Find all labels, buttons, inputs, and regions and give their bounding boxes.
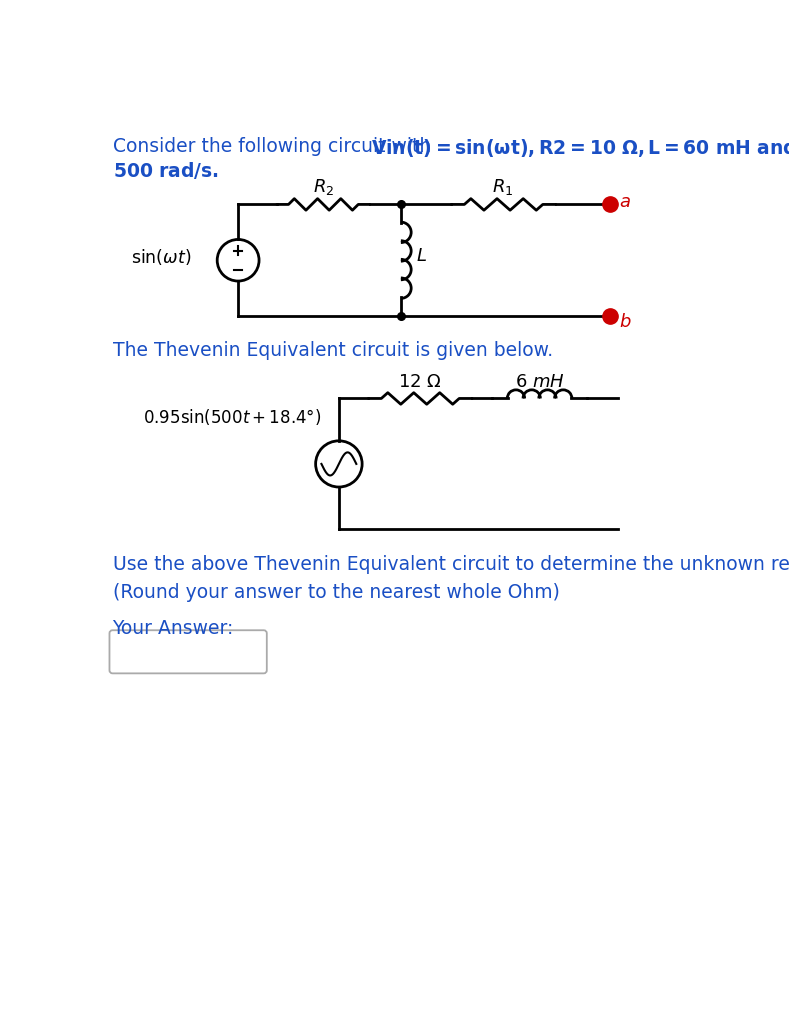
- Text: $R_1$: $R_1$: [492, 177, 514, 196]
- Text: Your Answer:: Your Answer:: [113, 618, 234, 638]
- Text: $\sin(\omega t)$: $\sin(\omega t)$: [131, 247, 192, 267]
- Text: The Thevenin Equivalent circuit is given below.: The Thevenin Equivalent circuit is given…: [113, 342, 553, 360]
- Text: $6\ mH$: $6\ mH$: [514, 373, 565, 391]
- Text: Use the above Thevenin Equivalent circuit to determine the unknown resistance R1: Use the above Thevenin Equivalent circui…: [113, 555, 789, 602]
- Text: $0.95\sin(500t + 18.4°)$: $0.95\sin(500t + 18.4°)$: [144, 407, 322, 427]
- Text: $b$: $b$: [619, 313, 632, 332]
- Text: $R_2$: $R_2$: [312, 177, 334, 196]
- Text: $\mathbf{Vin(t) = sin(\omega t), R2 = 10\ \Omega, L = 60\ mH\ and\ \omega\ =}$: $\mathbf{Vin(t) = sin(\omega t), R2 = 10…: [372, 136, 789, 159]
- Text: $L$: $L$: [417, 247, 428, 265]
- Text: $a$: $a$: [619, 193, 631, 212]
- Text: $\mathbf{500\ rad/s.}$: $\mathbf{500\ rad/s.}$: [113, 160, 219, 181]
- Text: $12\ \Omega$: $12\ \Omega$: [398, 373, 442, 391]
- Text: Consider the following circuit with: Consider the following circuit with: [113, 136, 437, 156]
- FancyBboxPatch shape: [110, 631, 267, 673]
